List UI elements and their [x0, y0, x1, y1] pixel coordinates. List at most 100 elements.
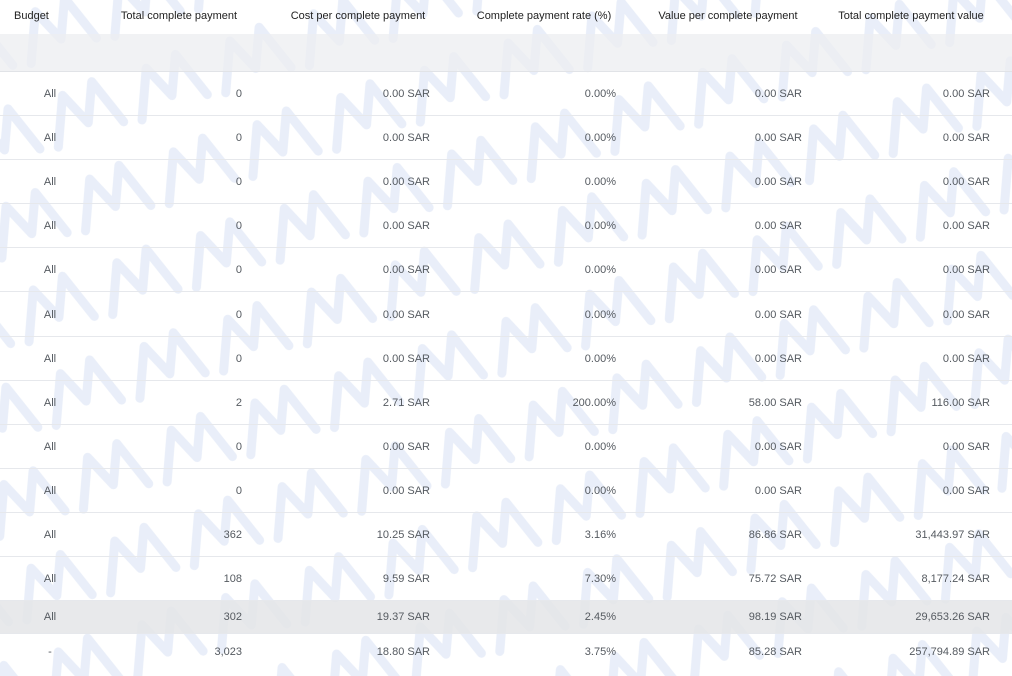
- cell-budget: All: [43, 219, 57, 232]
- cell-total-complete-payment: 0: [235, 87, 242, 100]
- cell-complete-payment-rate: 2.45%: [584, 611, 616, 623]
- table-row[interactable]: All 0 0.00 SAR 0.00% 0.00 SAR 0.00 SAR: [0, 72, 1012, 116]
- header-total-complete-payment-value[interactable]: Total complete payment value: [838, 10, 984, 22]
- cell-complete-payment-rate: 7.30%: [584, 572, 616, 585]
- cell-cost-per-complete-payment: 0.00 SAR: [382, 308, 430, 321]
- total-total-complete-payment: 3,023: [214, 646, 242, 658]
- cell-total-complete-payment-value: 0.00 SAR: [942, 87, 990, 100]
- cell-total-complete-payment-value: 0.00 SAR: [942, 263, 990, 276]
- cell-complete-payment-rate: 0.00%: [584, 352, 616, 365]
- table-row[interactable]: All 0 0.00 SAR 0.00% 0.00 SAR 0.00 SAR: [0, 248, 1012, 292]
- cell-cost-per-complete-payment: 2.71 SAR: [382, 396, 430, 409]
- cell-total-complete-payment-value: 29,653.26 SAR: [915, 611, 990, 623]
- cell-value-per-complete-payment: 0.00 SAR: [754, 352, 802, 365]
- header-total-complete-payment[interactable]: Total complete payment: [120, 10, 238, 22]
- cell-complete-payment-rate: 200.00%: [572, 396, 616, 409]
- cell-total-complete-payment: 0: [235, 308, 242, 321]
- cell-total-complete-payment: 2: [235, 396, 242, 409]
- cell-value-per-complete-payment: 0.00 SAR: [754, 131, 802, 144]
- table-row[interactable]: All 0 0.00 SAR 0.00% 0.00 SAR 0.00 SAR: [0, 337, 1012, 381]
- cell-budget: All: [43, 528, 57, 541]
- total-total-complete-payment-value: 257,794.89 SAR: [909, 646, 990, 658]
- cell-value-per-complete-payment: 0.00 SAR: [754, 87, 802, 100]
- cell-budget: All: [43, 263, 57, 276]
- table-row[interactable]: All 0 0.00 SAR 0.00% 0.00 SAR 0.00 SAR: [0, 469, 1012, 513]
- table-row[interactable]: All 0 0.00 SAR 0.00% 0.00 SAR 0.00 SAR: [0, 425, 1012, 469]
- table-row[interactable]: All 0 0.00 SAR 0.00% 0.00 SAR 0.00 SAR: [0, 293, 1012, 337]
- cell-complete-payment-rate: 0.00%: [584, 308, 616, 321]
- cell-cost-per-complete-payment: 9.59 SAR: [382, 572, 430, 585]
- cell-complete-payment-rate: 3.16%: [584, 528, 616, 541]
- total-cost-per-complete-payment: 18.80 SAR: [376, 646, 430, 658]
- header-cost-per-complete-payment[interactable]: Cost per complete payment: [290, 10, 426, 22]
- cell-total-complete-payment: 108: [223, 572, 242, 585]
- cell-complete-payment-rate: 0.00%: [584, 263, 616, 276]
- cell-value-per-complete-payment: 0.00 SAR: [754, 263, 802, 276]
- cell-budget: All: [43, 175, 57, 188]
- cell-cost-per-complete-payment: 0.00 SAR: [382, 131, 430, 144]
- cell-complete-payment-rate: 0.00%: [584, 87, 616, 100]
- header-complete-payment-rate[interactable]: Complete payment rate (%): [476, 10, 612, 22]
- cell-total-complete-payment: 0: [235, 219, 242, 232]
- cell-cost-per-complete-payment: 0.00 SAR: [382, 175, 430, 188]
- total-row: - 3,023 18.80 SAR 3.75% 85.28 SAR 257,794.89 …: [0, 634, 1012, 670]
- cell-cost-per-complete-payment: 0.00 SAR: [382, 352, 430, 365]
- cell-cost-per-complete-payment: 0.00 SAR: [382, 263, 430, 276]
- cell-cost-per-complete-payment: 19.37 SAR: [376, 611, 430, 623]
- cell-value-per-complete-payment: 0.00 SAR: [754, 440, 802, 453]
- cell-budget: All: [43, 484, 57, 497]
- cell-complete-payment-rate: 0.00%: [584, 219, 616, 232]
- table-header: Budget Total complete payment Cost per c…: [0, 0, 1012, 32]
- cell-total-complete-payment: 0: [235, 263, 242, 276]
- cell-cost-per-complete-payment: 0.00 SAR: [382, 440, 430, 453]
- cell-budget: All: [43, 87, 57, 100]
- total-value-per-complete-payment: 85.28 SAR: [748, 646, 802, 658]
- cell-total-complete-payment: 0: [235, 131, 242, 144]
- cell-total-complete-payment-value: 31,443.97 SAR: [915, 528, 990, 541]
- cell-total-complete-payment: 0: [235, 175, 242, 188]
- cell-total-complete-payment-value: 116.00 SAR: [931, 396, 990, 409]
- cell-budget: All: [43, 611, 57, 623]
- cell-complete-payment-rate: 0.00%: [584, 175, 616, 188]
- cell-value-per-complete-payment: 0.00 SAR: [754, 175, 802, 188]
- cell-complete-payment-rate: 0.00%: [584, 440, 616, 453]
- table-row[interactable]: All 108 9.59 SAR 7.30% 75.72 SAR 8,177.24 SAR: [0, 557, 1012, 601]
- cell-value-per-complete-payment: 75.72 SAR: [748, 572, 802, 585]
- header-budget[interactable]: Budget: [14, 10, 49, 22]
- cell-total-complete-payment-value: 8,177.24 SAR: [921, 572, 991, 585]
- cell-budget: All: [43, 396, 57, 409]
- table-row[interactable]: All 0 0.00 SAR 0.00% 0.00 SAR 0.00 SAR: [0, 204, 1012, 248]
- cell-value-per-complete-payment: 58.00 SAR: [748, 396, 802, 409]
- cell-budget: All: [43, 308, 57, 321]
- cell-total-complete-payment-value: 0.00 SAR: [942, 440, 990, 453]
- cell-value-per-complete-payment: 98.19 SAR: [748, 611, 802, 623]
- cell-value-per-complete-payment: 86.86 SAR: [748, 528, 802, 541]
- cell-total-complete-payment: 0: [235, 352, 242, 365]
- table-row[interactable]: All 302 19.37 SAR 2.45% 98.19 SAR 29,653.26 S…: [0, 601, 1012, 634]
- table-row[interactable]: All 0 0.00 SAR 0.00% 0.00 SAR 0.00 SAR: [0, 116, 1012, 160]
- header-value-per-complete-payment[interactable]: Value per complete payment: [658, 10, 798, 22]
- cell-total-complete-payment-value: 0.00 SAR: [942, 352, 990, 365]
- cell-total-complete-payment-value: 0.00 SAR: [942, 175, 990, 188]
- cell-total-complete-payment: 0: [235, 484, 242, 497]
- cell-cost-per-complete-payment: 0.00 SAR: [382, 87, 430, 100]
- cell-budget: All: [43, 440, 57, 453]
- cell-value-per-complete-payment: 0.00 SAR: [754, 484, 802, 497]
- cell-cost-per-complete-payment: 10.25 SAR: [376, 528, 430, 541]
- cell-total-complete-payment: 302: [223, 611, 242, 623]
- filter-row: [0, 34, 1012, 72]
- cell-total-complete-payment: 362: [223, 528, 242, 541]
- cell-total-complete-payment-value: 0.00 SAR: [942, 308, 990, 321]
- cell-budget: All: [43, 572, 57, 585]
- cell-budget: All: [43, 352, 57, 365]
- cell-total-complete-payment-value: 0.00 SAR: [942, 219, 990, 232]
- table-row[interactable]: All 2 2.71 SAR 200.00% 58.00 SAR 116.00 SAR: [0, 381, 1012, 425]
- cell-total-complete-payment-value: 0.00 SAR: [942, 484, 990, 497]
- total-budget: -: [48, 646, 52, 658]
- cell-value-per-complete-payment: 0.00 SAR: [754, 308, 802, 321]
- table-row[interactable]: All 362 10.25 SAR 3.16% 86.86 SAR 31,443.97 S…: [0, 513, 1012, 557]
- cell-complete-payment-rate: 0.00%: [584, 484, 616, 497]
- cell-complete-payment-rate: 0.00%: [584, 131, 616, 144]
- table-row[interactable]: All 0 0.00 SAR 0.00% 0.00 SAR 0.00 SAR: [0, 160, 1012, 204]
